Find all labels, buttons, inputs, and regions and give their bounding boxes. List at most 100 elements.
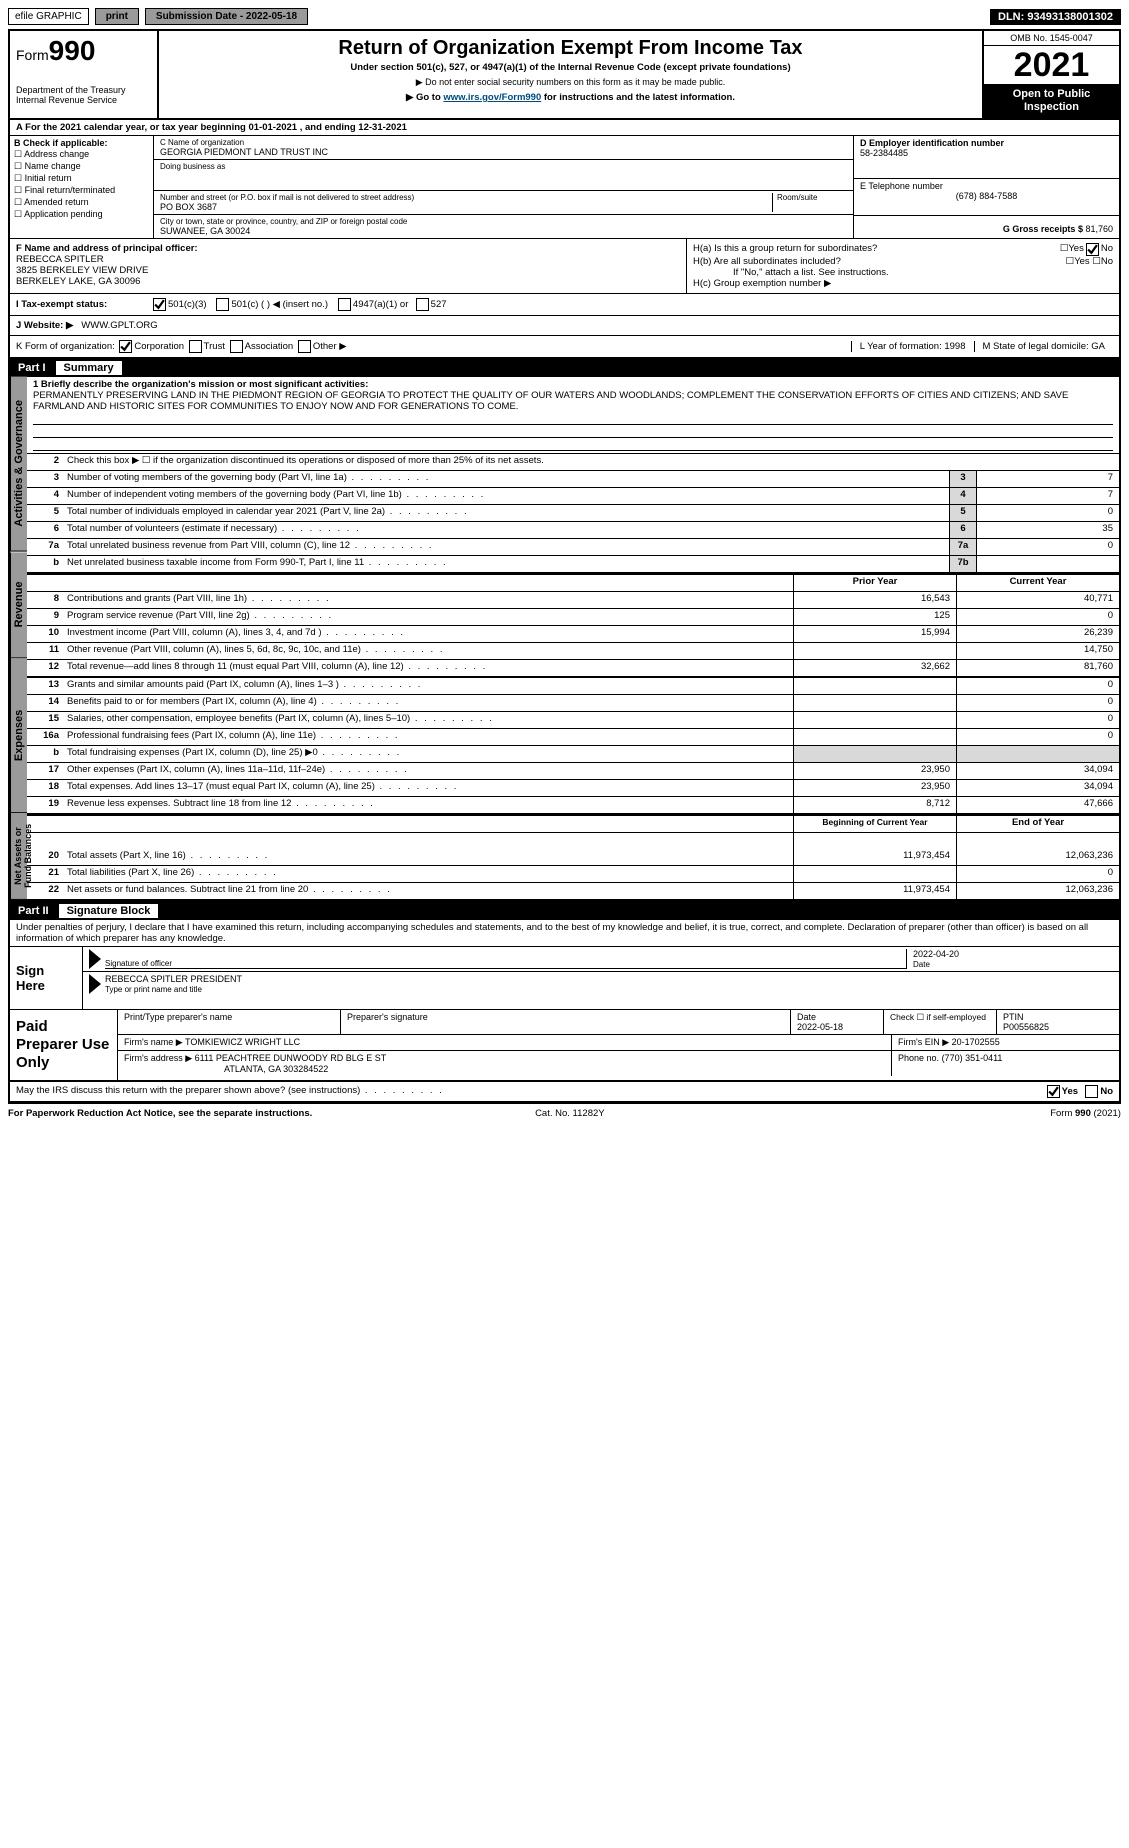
chk-amended[interactable]: ☐ Amended return	[14, 197, 149, 208]
opt-assoc: Association	[245, 341, 294, 352]
chk-final[interactable]: ☐ Final return/terminated	[14, 185, 149, 196]
chk-assoc[interactable]	[230, 340, 243, 353]
declaration-text: Under penalties of perjury, I declare th…	[10, 920, 1119, 947]
may-irs-label: May the IRS discuss this return with the…	[16, 1085, 444, 1098]
table-row: 16aProfessional fundraising fees (Part I…	[27, 729, 1119, 746]
may-irs-row: May the IRS discuss this return with the…	[10, 1082, 1119, 1102]
phone-value: (678) 884-7588	[860, 191, 1113, 201]
chk-name[interactable]: ☐ Name change	[14, 161, 149, 172]
prep-name-label: Print/Type preparer's name	[118, 1010, 341, 1034]
c-name-label: C Name of organization	[160, 138, 847, 147]
goto-pre: ▶ Go to	[406, 92, 443, 103]
summary-section: Activities & Governance Revenue Expenses…	[10, 377, 1119, 900]
chk-501c3[interactable]	[153, 298, 166, 311]
ptin-value: P00556825	[1003, 1022, 1049, 1032]
ha-yes[interactable]: ☐Yes	[1060, 243, 1084, 256]
table-row: 5Total number of individuals employed in…	[27, 505, 1119, 522]
phone-label: E Telephone number	[860, 181, 943, 191]
chk-trust[interactable]	[189, 340, 202, 353]
firm-addr2: ATLANTA, GA 303284522	[224, 1064, 328, 1074]
tab-expenses: Expenses	[10, 658, 27, 813]
ha-no-check[interactable]	[1086, 243, 1099, 256]
form-title: Return of Organization Exempt From Incom…	[167, 37, 974, 60]
chk-4947[interactable]	[338, 298, 351, 311]
line-2: Check this box ▶ ☐ if the organization d…	[65, 454, 1119, 470]
irs-no[interactable]	[1085, 1085, 1098, 1098]
paid-label: Paid Preparer Use Only	[10, 1010, 117, 1080]
org-name: GEORGIA PIEDMONT LAND TRUST INC	[160, 147, 847, 157]
col-current: Current Year	[956, 575, 1119, 591]
submission-date-button[interactable]: Submission Date - 2022-05-18	[145, 8, 308, 25]
firm-ein-label: Firm's EIN ▶	[898, 1037, 949, 1047]
officer-label: F Name and address of principal officer:	[16, 243, 198, 254]
sig-officer-label: Signature of officer	[105, 959, 172, 968]
part-2-num: Part II	[18, 905, 63, 917]
chk-pending[interactable]: ☐ Application pending	[14, 209, 149, 220]
firm-addr-label: Firm's address ▶	[124, 1053, 192, 1063]
table-row: 13Grants and similar amounts paid (Part …	[27, 678, 1119, 695]
table-row: 19Revenue less expenses. Subtract line 1…	[27, 797, 1119, 814]
chk-address[interactable]: ☐ Address change	[14, 149, 149, 160]
row-bcdeg: B Check if applicable: ☐ Address change …	[10, 136, 1119, 239]
self-employed-label: Check ☐ if self-employed	[884, 1010, 997, 1034]
table-row: 17Other expenses (Part IX, column (A), l…	[27, 763, 1119, 780]
hb-note: If "No," attach a list. See instructions…	[693, 267, 1113, 278]
tax-status-label: I Tax-exempt status:	[16, 299, 151, 310]
chk-501c[interactable]	[216, 298, 229, 311]
sig-date-value: 2022-04-20	[913, 949, 959, 959]
hb-yesno[interactable]: ☐Yes ☐No	[1066, 256, 1113, 267]
header-mid: Return of Organization Exempt From Incom…	[159, 31, 982, 118]
irs-yes[interactable]	[1047, 1085, 1060, 1098]
irs-link[interactable]: www.irs.gov/Form990	[443, 92, 541, 103]
firm-phone: (770) 351-0411	[942, 1053, 1003, 1063]
hb-label: H(b) Are all subordinates included?	[693, 256, 1066, 267]
table-row: 3Number of voting members of the governi…	[27, 471, 1119, 488]
col-beginning: Beginning of Current Year	[793, 816, 956, 832]
dept-label: Department of the Treasury Internal Reve…	[16, 85, 151, 105]
tab-netassets: Net Assets or Fund Balances	[10, 813, 27, 900]
goto-post: for instructions and the latest informat…	[541, 92, 735, 103]
gross-label: G Gross receipts $	[1003, 224, 1083, 234]
open-public-label: Open to Public Inspection	[984, 84, 1119, 118]
city-value: SUWANEE, GA 30024	[160, 226, 847, 236]
table-row: 21Total liabilities (Part X, line 26)0	[27, 866, 1119, 883]
table-row: 15Salaries, other compensation, employee…	[27, 712, 1119, 729]
street-label: Number and street (or P.O. box if mail i…	[160, 193, 772, 202]
form-subtitle-2: ▶ Do not enter social security numbers o…	[167, 77, 974, 88]
firm-addr1: 6111 PEACHTREE DUNWOODY RD BLG E ST	[195, 1053, 387, 1063]
header-right: OMB No. 1545-0047 2021 Open to Public In…	[982, 31, 1119, 118]
chk-initial[interactable]: ☐ Initial return	[14, 173, 149, 184]
opt-4947: 4947(a)(1) or	[353, 299, 408, 310]
prep-sig-label: Preparer's signature	[341, 1010, 791, 1034]
tax-year: 2021	[984, 46, 1119, 84]
paid-preparer-block: Paid Preparer Use Only Print/Type prepar…	[10, 1010, 1119, 1082]
website-label: J Website: ▶	[16, 320, 73, 331]
col-prior: Prior Year	[793, 575, 956, 591]
footer-mid: Cat. No. 11282Y	[535, 1108, 605, 1119]
m-state: M State of legal domicile: GA	[974, 341, 1114, 352]
officer-name: REBECCA SPITLER	[16, 254, 104, 265]
chk-corp[interactable]	[119, 340, 132, 353]
table-row: 20Total assets (Part X, line 16)11,973,4…	[27, 849, 1119, 866]
table-row: 12Total revenue—add lines 8 through 11 (…	[27, 660, 1119, 677]
col-h: H(a) Is this a group return for subordin…	[687, 239, 1119, 293]
row-fh: F Name and address of principal officer:…	[10, 239, 1119, 294]
prep-date-value: 2022-05-18	[797, 1022, 843, 1032]
form-number: 990	[49, 35, 96, 66]
row-klm: K Form of organization: Corporation Trus…	[10, 336, 1119, 359]
chk-other[interactable]	[298, 340, 311, 353]
form-subtitle-3: ▶ Go to www.irs.gov/Form990 for instruct…	[167, 92, 974, 103]
chk-527[interactable]	[416, 298, 429, 311]
print-button[interactable]: print	[95, 8, 139, 25]
k-label: K Form of organization:	[16, 341, 115, 352]
street-value: PO BOX 3687	[160, 202, 772, 212]
arrow-icon	[89, 949, 101, 969]
firm-name: TOMKIEWICZ WRIGHT LLC	[185, 1037, 300, 1047]
sign-here-label: Sign Here	[10, 947, 82, 1009]
officer-addr1: 3825 BERKELEY VIEW DRIVE	[16, 265, 148, 276]
firm-ein: 20-1702555	[952, 1037, 1000, 1047]
col-end: End of Year	[956, 816, 1119, 832]
tab-governance: Activities & Governance	[10, 377, 27, 552]
b-header: B Check if applicable:	[14, 138, 108, 148]
table-row: 18Total expenses. Add lines 13–17 (must …	[27, 780, 1119, 797]
